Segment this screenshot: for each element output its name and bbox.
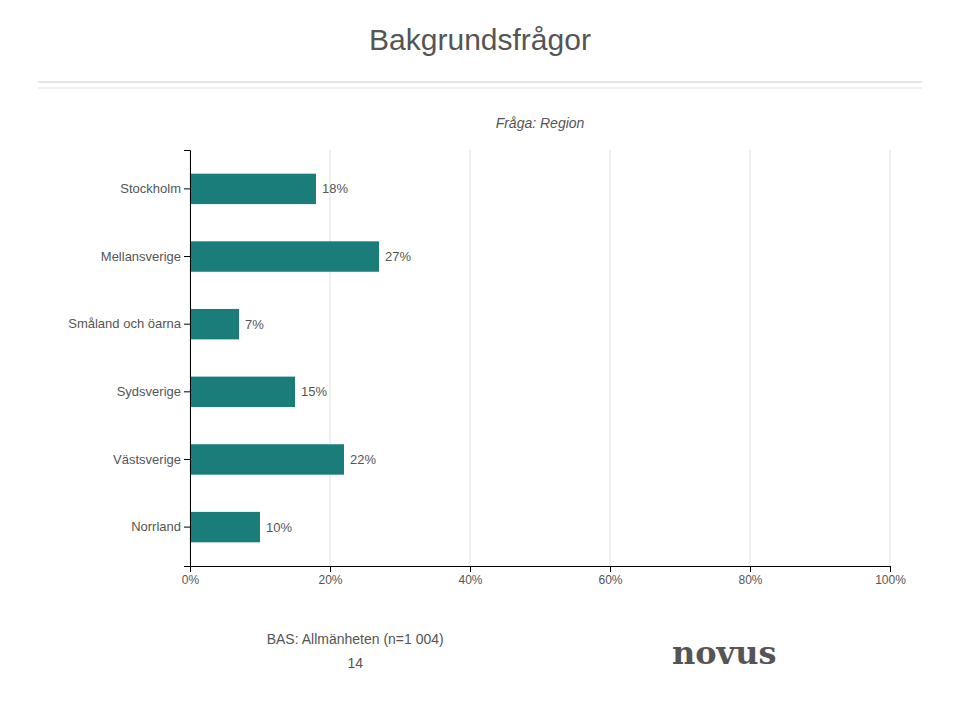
- x-tick: 100%: [875, 566, 906, 587]
- x-tick: 60%: [598, 566, 622, 587]
- data-label: 18%: [322, 181, 348, 196]
- y-tick: Sydsverige: [117, 384, 190, 399]
- data-label: 22%: [350, 452, 376, 467]
- y-axis: Stockholm Mellansverige Småland och öarna S…: [68, 151, 190, 567]
- x-tick: 40%: [458, 566, 482, 587]
- x-tick-mark: [750, 566, 751, 572]
- y-tick: Norrland: [131, 519, 190, 534]
- title: Bakgrundsfrågor: [369, 23, 591, 56]
- x-tick-mark: [330, 566, 331, 572]
- grid-line: [610, 150, 611, 566]
- grid-line: [890, 150, 891, 566]
- y-tick-mark: [184, 391, 190, 392]
- y-tick: Stockholm: [120, 181, 190, 196]
- title-rule: [38, 88, 922, 89]
- x-tick-mark: [890, 566, 891, 572]
- data-label: 27%: [385, 249, 411, 264]
- subtitle: Fråga: Region: [496, 115, 585, 131]
- x-tick-label: 60%: [598, 573, 622, 587]
- x-tick-label: 100%: [875, 573, 906, 587]
- x-tick-label: 20%: [318, 573, 342, 587]
- bars: [190, 174, 379, 543]
- x-tick-label: 40%: [458, 573, 482, 587]
- y-tick-mark: [184, 527, 190, 528]
- x-axis: 0% 20% 40% 60% 80% 100%: [182, 566, 906, 587]
- y-tick: Västsverige: [113, 452, 190, 467]
- data-label: 15%: [301, 384, 327, 399]
- logo-text: novus: [672, 634, 776, 672]
- y-tick: Mellansverige: [101, 249, 190, 264]
- data-label: 7%: [245, 317, 264, 332]
- grid: [190, 150, 890, 566]
- x-tick: 0%: [182, 566, 200, 587]
- bar: [190, 444, 344, 474]
- x-tick: 80%: [738, 566, 762, 587]
- y-tick-mark: [184, 188, 190, 189]
- grid-line: [470, 150, 471, 566]
- title-rule: [38, 82, 922, 83]
- y-tick-label: Norrland: [131, 519, 181, 534]
- bar: [190, 241, 379, 271]
- x-axis-line: [191, 567, 891, 573]
- x-tick-label: 0%: [182, 573, 200, 587]
- y-tick-mark: [184, 256, 190, 257]
- chart: Bakgrundsfrågor Fråga: Region 18% 27% 7% 15% 2…: [0, 0, 960, 706]
- grid-line: [750, 150, 751, 566]
- y-tick-label: Mellansverige: [101, 249, 181, 264]
- x-tick-label: 80%: [738, 573, 762, 587]
- x-tick-mark: [470, 566, 471, 572]
- bar: [190, 309, 239, 339]
- bar: [190, 174, 316, 204]
- y-tick-label: Stockholm: [120, 181, 181, 196]
- data-label: 10%: [266, 520, 292, 535]
- y-tick-label: Sydsverige: [117, 384, 181, 399]
- footer: BAS: Allmänheten (n=1 004): [267, 631, 444, 647]
- y-tick-label: Västsverige: [113, 452, 181, 467]
- grid-line: [330, 150, 331, 566]
- bar: [190, 512, 260, 542]
- x-tick-mark: [610, 566, 611, 572]
- y-tick-label: Småland och öarna: [68, 316, 182, 331]
- bar: [190, 377, 295, 407]
- y-tick: Småland och öarna: [68, 316, 190, 331]
- y-axis-line: [184, 151, 191, 567]
- y-tick-mark: [184, 324, 190, 325]
- data-labels: 18% 27% 7% 15% 22% 10%: [245, 181, 411, 534]
- page-number: 14: [347, 655, 363, 671]
- x-tick: 20%: [318, 566, 342, 587]
- plot: 18% 27% 7% 15% 22% 10% 0% 20% 40% 60% 80% 100% Stock…: [68, 150, 906, 587]
- y-tick-mark: [184, 459, 190, 460]
